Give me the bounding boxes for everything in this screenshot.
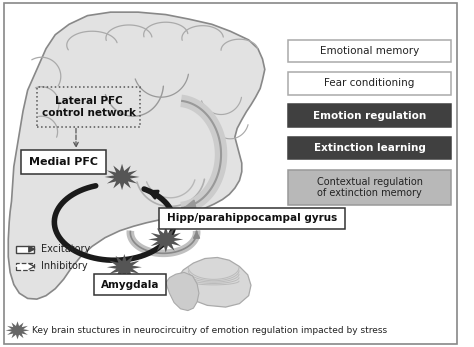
FancyBboxPatch shape: [288, 40, 451, 62]
Polygon shape: [176, 257, 251, 307]
FancyBboxPatch shape: [288, 137, 451, 159]
Text: Contextual regulation
of extinction memory: Contextual regulation of extinction memo…: [317, 177, 422, 198]
FancyBboxPatch shape: [21, 150, 106, 174]
Polygon shape: [166, 272, 199, 311]
Text: Lateral PFC
control network: Lateral PFC control network: [42, 96, 136, 118]
Text: Key brain stuctures in neurocircuitry of emotion regulation impacted by stress: Key brain stuctures in neurocircuitry of…: [32, 326, 387, 335]
FancyBboxPatch shape: [16, 263, 34, 270]
FancyBboxPatch shape: [94, 274, 166, 295]
FancyBboxPatch shape: [288, 72, 451, 95]
Polygon shape: [8, 12, 265, 299]
Polygon shape: [105, 164, 139, 190]
Text: Emotion regulation: Emotion regulation: [313, 111, 426, 121]
Polygon shape: [6, 321, 29, 339]
FancyBboxPatch shape: [159, 208, 346, 229]
Text: Medial PFC: Medial PFC: [29, 157, 98, 167]
FancyBboxPatch shape: [288, 104, 451, 127]
FancyBboxPatch shape: [288, 170, 451, 205]
Text: Amygdala: Amygdala: [101, 280, 159, 289]
Text: Emotional memory: Emotional memory: [320, 46, 419, 56]
Text: Hipp/parahippocampal gyrus: Hipp/parahippocampal gyrus: [167, 213, 337, 223]
Text: Inhibitory: Inhibitory: [40, 262, 87, 271]
Polygon shape: [148, 226, 183, 253]
Text: Extinction learning: Extinction learning: [314, 143, 426, 153]
FancyBboxPatch shape: [16, 246, 34, 253]
Polygon shape: [107, 254, 142, 280]
Text: Fear conditioning: Fear conditioning: [324, 78, 415, 88]
Text: Excitatory: Excitatory: [40, 244, 90, 254]
